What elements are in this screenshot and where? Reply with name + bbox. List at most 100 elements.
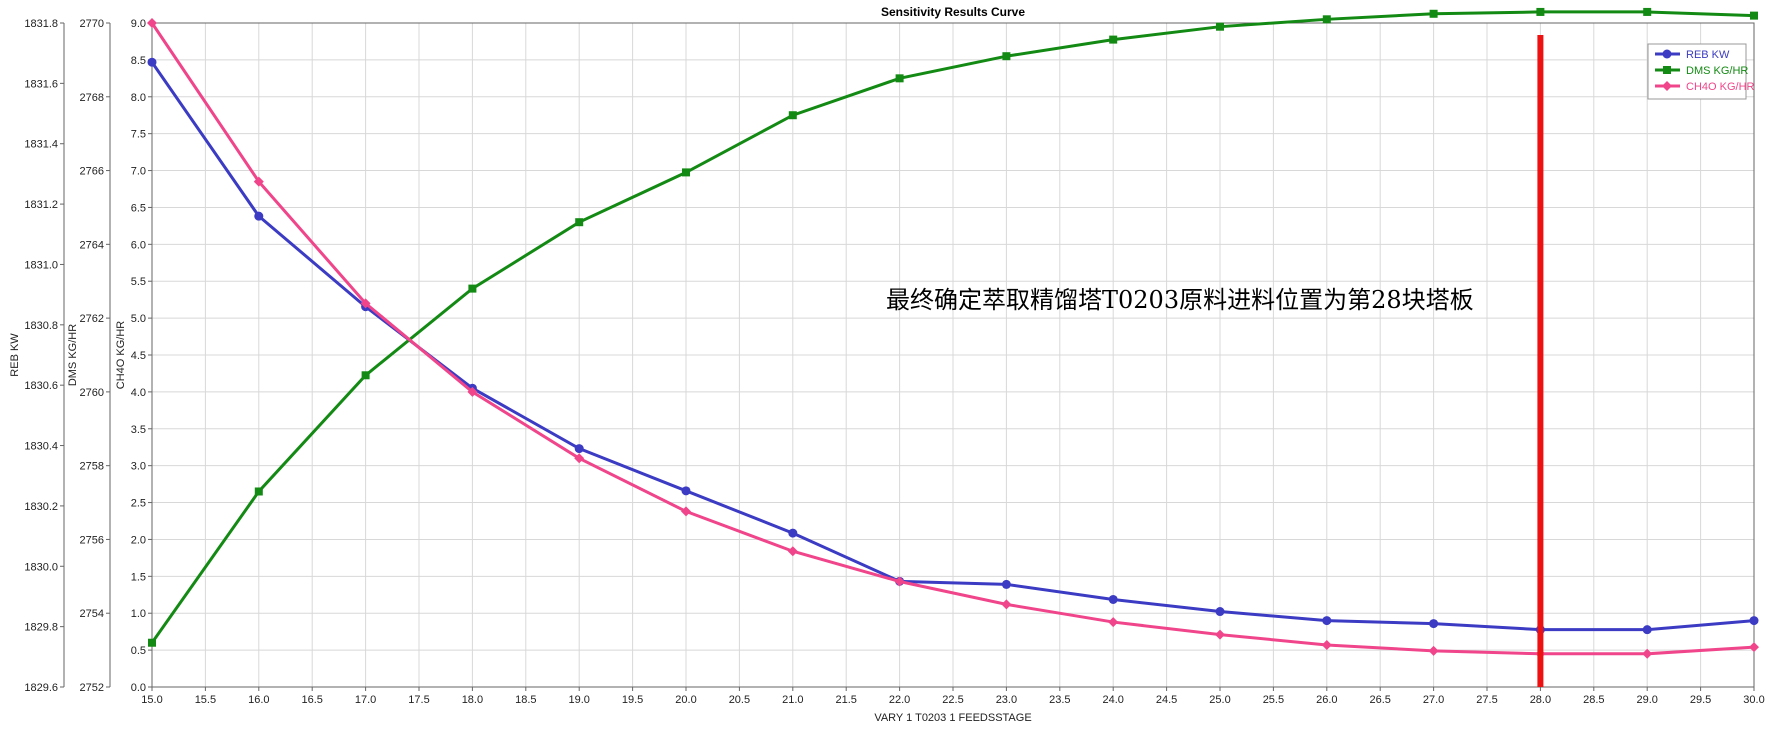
y-tick-label: 2764 [80, 239, 104, 251]
x-tick-label: 15.5 [195, 694, 216, 706]
y-tick-label: 2754 [80, 608, 104, 620]
x-tick-label: 30.0 [1743, 694, 1764, 706]
x-tick-label: 25.5 [1263, 694, 1284, 706]
data-point [254, 487, 263, 496]
data-point [1642, 625, 1652, 635]
x-tick-label: 19.5 [622, 694, 643, 706]
x-tick-label: 22.0 [889, 694, 910, 706]
x-tick-label: 23.5 [1049, 694, 1070, 706]
x-tick-label: 19.0 [568, 694, 589, 706]
x-tick-label: 21.0 [782, 694, 803, 706]
data-point [147, 18, 157, 28]
y-tick-label: 3.0 [131, 461, 146, 473]
y-tick-label: 1829.8 [24, 622, 58, 634]
chart-title: Sensitivity Results Curve [881, 5, 1025, 19]
data-point [1662, 49, 1672, 59]
x-tick-label: 26.0 [1316, 694, 1337, 706]
y-tick-label: 0.5 [131, 645, 146, 657]
data-point [1216, 22, 1224, 31]
x-tick-label: 18.5 [515, 694, 536, 706]
data-point [574, 453, 585, 464]
data-point [1215, 629, 1225, 640]
data-point [1642, 648, 1653, 659]
x-axis: 15.0 15.5 16.0 16.5 17.0 17.5 18.0 18.5 19.0 19.5… [141, 687, 1765, 706]
y-tick-label: 2756 [80, 534, 104, 546]
legend-label: REB KW [1686, 49, 1730, 61]
data-point [1428, 645, 1439, 656]
y-tick-label: 1831.2 [24, 199, 58, 211]
y-tick-label: 1830.2 [24, 501, 58, 513]
data-point [1108, 594, 1118, 604]
x-axis-title: VARY 1 T0203 1 FEEDSSTAGE [874, 712, 1031, 724]
y-tick-label: 8.0 [131, 92, 146, 104]
data-point [681, 506, 691, 517]
data-point [1109, 35, 1118, 44]
y-axis-title: REB KW [9, 333, 21, 377]
data-point [1322, 15, 1331, 24]
y-tick-label: 4.5 [131, 350, 146, 362]
y-tick-label: 9.0 [131, 18, 146, 30]
y-tick-label: 7.5 [131, 129, 146, 141]
data-point [147, 57, 157, 67]
data-point [682, 168, 690, 177]
y-tick-label: 2762 [80, 313, 104, 325]
x-tick-label: 20.0 [675, 694, 696, 706]
y-tick-label: 5.5 [131, 276, 146, 288]
data-point [574, 444, 584, 454]
y-tick-label: 6.0 [131, 239, 146, 251]
y-axes: 1829.6 1829.8 1830.0 1830.2 1830.4 1830.6 1830… [9, 18, 153, 694]
data-point [894, 576, 905, 587]
data-point [253, 176, 264, 187]
data-point [1662, 81, 1672, 91]
y-tick-label: 1.5 [131, 571, 146, 583]
data-point [1536, 7, 1545, 16]
legend-label: CH4O KG/HR [1686, 81, 1755, 93]
data-point [1215, 607, 1225, 617]
x-tick-label: 24.0 [1102, 694, 1123, 706]
y-axis-title: CH4O KG/HR [115, 321, 127, 390]
y-tick-label: 2766 [80, 166, 104, 178]
x-tick-label: 29.0 [1636, 694, 1657, 706]
data-point [788, 111, 797, 120]
grid-lines [151, 22, 1755, 688]
y-tick-label: 2770 [80, 18, 104, 30]
y-tick-label: 1830.6 [24, 380, 58, 392]
y-tick-label: 4.0 [131, 387, 146, 399]
series-line [150, 22, 1755, 656]
series-2 [147, 18, 1759, 659]
y-tick-label: 1830.4 [24, 441, 58, 453]
data-point [1429, 9, 1438, 18]
y-tick-label: 2752 [80, 682, 104, 694]
data-point [895, 74, 904, 83]
x-tick-label: 15.0 [141, 694, 162, 706]
y-tick-label: 6.5 [131, 202, 146, 214]
x-tick-label: 21.5 [835, 694, 856, 706]
data-point [1002, 52, 1011, 61]
data-point [1750, 11, 1758, 20]
data-point [1749, 642, 1759, 653]
x-tick-label: 22.5 [942, 694, 963, 706]
series-1 [148, 7, 1758, 647]
data-point [361, 371, 370, 380]
x-tick-label: 28.0 [1530, 694, 1551, 706]
y-tick-label: 2760 [80, 387, 104, 399]
data-point [1321, 639, 1332, 650]
y-tick-label: 3.5 [131, 424, 146, 436]
data-point [787, 546, 798, 557]
data-point [254, 211, 264, 221]
data-point [467, 386, 478, 397]
x-tick-label: 25.0 [1209, 694, 1230, 706]
series-line [150, 10, 1755, 644]
x-tick-label: 17.0 [355, 694, 376, 706]
y-tick-label: 5.0 [131, 313, 146, 325]
x-tick-label: 16.0 [248, 694, 269, 706]
data-point [1108, 617, 1119, 628]
legend: REB KW DMS KG/HR CH4O KG/HR [1647, 43, 1755, 100]
annotation-text: 最终确定萃取精馏塔T0203原料进料位置为第28块塔板 [886, 286, 1474, 314]
x-tick-label: 29.5 [1690, 694, 1711, 706]
data-point [1663, 66, 1671, 74]
y-tick-label: 0.0 [131, 682, 146, 694]
x-tick-label: 20.5 [729, 694, 750, 706]
